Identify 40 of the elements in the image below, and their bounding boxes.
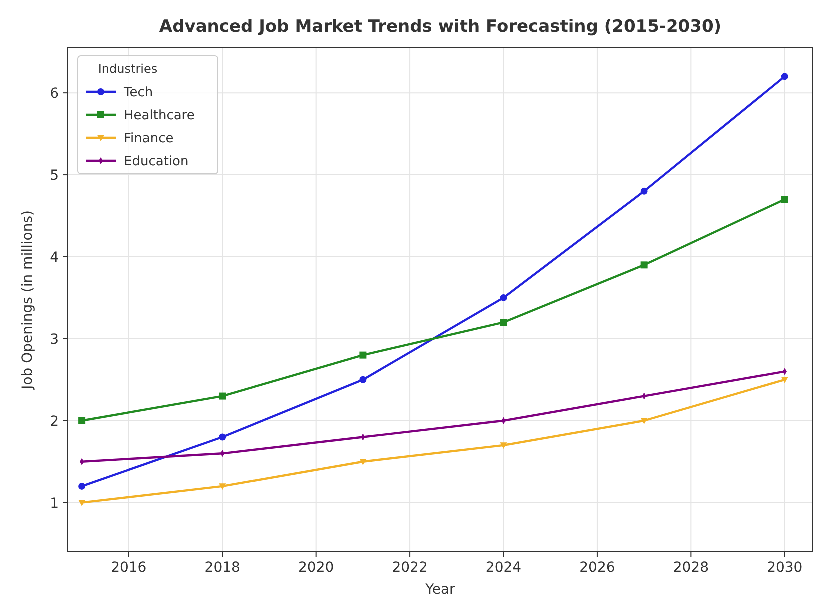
point: [360, 352, 367, 359]
point: [78, 500, 86, 506]
x-tick-label: 2018: [204, 560, 240, 576]
point: [640, 262, 648, 269]
chart-title: Advanced Job Market Trends with Forecasting (2015-2030): [159, 17, 722, 37]
x-tick-label: 2022: [392, 560, 428, 576]
x-tick-label: 2026: [580, 560, 616, 576]
point: [640, 188, 648, 195]
point: [360, 459, 367, 466]
x-tick-label: 2016: [111, 560, 147, 576]
x-tick-label: 2030: [767, 560, 803, 576]
point: [360, 376, 367, 384]
point: [781, 73, 788, 80]
x-tick-label: 2024: [486, 560, 522, 576]
point: [500, 294, 508, 302]
y-tick-label: 3: [50, 332, 59, 348]
legend-label: Healthcare: [124, 108, 195, 124]
point: [640, 418, 648, 424]
point: [781, 196, 788, 204]
point: [219, 484, 226, 490]
y-tick-label: 1: [50, 496, 59, 512]
point: [500, 319, 508, 326]
x-tick-label: 2020: [298, 560, 334, 576]
y-tick-label: 4: [50, 250, 60, 266]
legend-title: Industries: [98, 62, 158, 76]
y-tick-label: 5: [50, 168, 59, 184]
legend-label: Education: [124, 154, 189, 170]
legend-label: Finance: [124, 132, 174, 146]
x-axis-title: Year: [424, 582, 456, 598]
y-axis-title: Job Openings (in millions): [20, 210, 36, 390]
x-tick-label: 2028: [673, 560, 709, 576]
y-tick-label: 6: [50, 86, 60, 102]
legend-label: Tech: [123, 86, 154, 100]
point: [781, 377, 788, 384]
point: [219, 392, 226, 400]
point: [500, 442, 508, 449]
point: [219, 434, 226, 441]
point: [78, 482, 86, 490]
point: [78, 417, 86, 424]
y-tick-label: 2: [50, 414, 59, 430]
